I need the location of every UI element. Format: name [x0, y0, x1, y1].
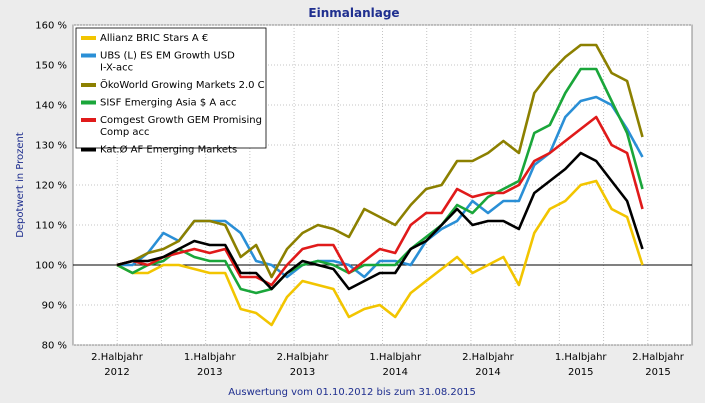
legend-label-5: Kat.Ø AF Emerging Markets — [100, 144, 237, 156]
chart-title: Einmalanlage — [308, 6, 399, 20]
x-tick-label: 2.Halbjahr — [91, 352, 144, 363]
x-axis-label: Auswertung vom 01.10.2012 bis zum 31.08.… — [228, 387, 476, 398]
series-line-2 — [116, 43, 644, 279]
legend-label-4: Comp acc — [100, 127, 150, 138]
legend-box — [75, 27, 267, 149]
grid — [73, 24, 692, 346]
y-tick-label: 140 % — [35, 101, 67, 112]
y-tick-label: 160 % — [35, 21, 67, 32]
legend-label-3: SISF Emerging Asia $ A acc — [100, 98, 237, 109]
legend-label-1: I-X-acc — [100, 63, 133, 74]
legend-label-1: UBS (L) ES EM Growth USD — [100, 51, 235, 62]
x-tick-label: 2014 — [383, 367, 408, 378]
series-line-4 — [116, 115, 644, 287]
x-tick-label: 2014 — [475, 367, 500, 378]
legend-label-0: Allianz BRIC Stars A € — [100, 33, 208, 44]
x-tick-label: 2.Halbjahr — [277, 352, 330, 363]
x-tick-label: 1.Halbjahr — [369, 352, 422, 363]
x-tick-label: 2012 — [104, 367, 129, 378]
x-tick-label: 1.Halbjahr — [555, 352, 608, 363]
y-axis-label: Depotwert in Prozent — [15, 132, 26, 238]
legend-label-2: ÖkoWorld Growing Markets 2.0 C — [100, 78, 265, 91]
x-tick-label: 1.Halbjahr — [184, 352, 237, 363]
series-line-5 — [116, 151, 644, 291]
x-tick-label: 2013 — [290, 367, 315, 378]
y-tick-label: 80 % — [42, 341, 67, 352]
x-tick-label: 2.Halbjahr — [632, 352, 685, 363]
y-tick-label: 120 % — [35, 181, 67, 192]
series-line-3 — [116, 67, 644, 295]
x-tick-label: 2015 — [645, 367, 670, 378]
y-axis-ticks: 80 % 90 % 100 % 110 % 120 % 130 % 140 % 150 % 16… — [35, 21, 67, 352]
y-tick-label: 110 % — [35, 221, 67, 232]
legend: Allianz BRIC Stars A € UBS (L) ES EM Grow… — [75, 27, 267, 156]
x-tick-label: 2.Halbjahr — [462, 352, 515, 363]
y-tick-label: 90 % — [42, 301, 67, 312]
x-axis-ticks: 2.Halbjahr 2012 1.Halbjahr 2013 2.Halbjahr 20… — [91, 352, 685, 378]
y-tick-label: 130 % — [35, 141, 67, 152]
series-layer — [116, 43, 644, 327]
x-tick-label: 2013 — [197, 367, 222, 378]
x-tick-label: 2015 — [568, 367, 593, 378]
y-tick-label: 150 % — [35, 61, 67, 72]
y-tick-label: 100 % — [35, 261, 67, 272]
legend-label-4: Comgest Growth GEM Promising — [100, 115, 262, 126]
series-line-0 — [116, 179, 644, 327]
